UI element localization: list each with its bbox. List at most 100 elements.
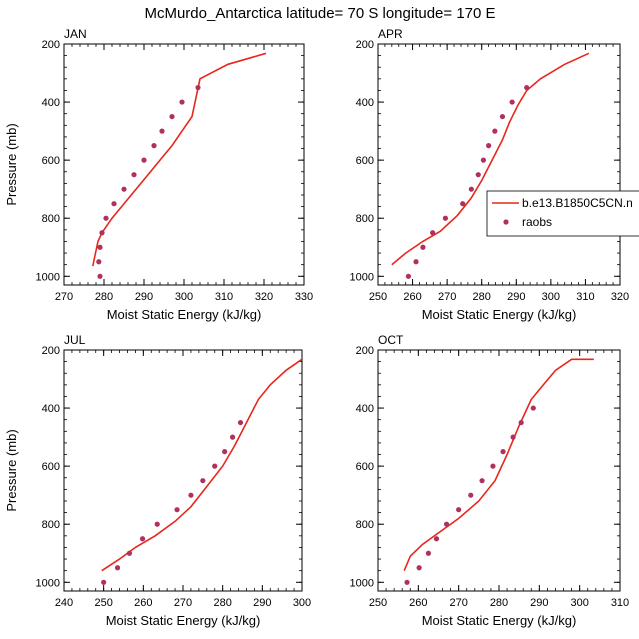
raobs-point xyxy=(151,143,157,149)
x-tick-label: 320 xyxy=(611,291,629,303)
raobs-point xyxy=(490,463,496,469)
raobs-point xyxy=(159,128,165,134)
legend-dot-swatch xyxy=(503,219,509,225)
raobs-point xyxy=(101,579,107,585)
y-axis-label: Pressure (mb) xyxy=(4,123,19,205)
raobs-point xyxy=(139,536,146,542)
model-profile-line xyxy=(92,52,267,267)
x-tick-label: 280 xyxy=(95,291,113,303)
raobs-point xyxy=(188,492,194,498)
x-tick-label: 310 xyxy=(215,291,233,303)
raobs-point xyxy=(509,99,515,105)
y-tick-label: 1000 xyxy=(350,271,374,283)
raobs-point xyxy=(530,405,536,411)
plot-frame xyxy=(63,349,303,592)
y-tick-label: 400 xyxy=(42,97,60,109)
panel-label: APR xyxy=(378,27,403,41)
raobs-point xyxy=(126,550,133,556)
y-tick-label: 200 xyxy=(356,39,374,51)
raobs-point xyxy=(492,128,498,134)
x-tick-label: 270 xyxy=(174,597,192,609)
model-profile-line xyxy=(391,52,590,266)
panel-label: OCT xyxy=(378,333,404,347)
raobs-point xyxy=(443,521,450,527)
x-tick-label: 300 xyxy=(542,291,560,303)
y-tick-label: 600 xyxy=(356,461,374,473)
model-profile-line xyxy=(101,358,302,572)
raobs-point xyxy=(510,434,516,440)
raobs-point xyxy=(468,186,474,192)
raobs-point xyxy=(114,565,121,571)
legend: b.e13.B1850C5CN.n raobs xyxy=(486,190,639,237)
raobs-point xyxy=(200,478,206,484)
y-tick-label: 1000 xyxy=(36,271,60,283)
x-tick-label: 280 xyxy=(490,597,508,609)
raobs-point xyxy=(96,259,102,265)
panels-group: 270 280 290 300 310 320 330 200 400 600 800 1000 JAN… xyxy=(4,27,639,628)
chart-panel-jan: 270 280 290 300 310 320 330 200 400 600 800 1000 JAN… xyxy=(4,27,313,322)
raobs-point xyxy=(475,172,481,178)
x-tick-label: 260 xyxy=(134,597,152,609)
raobs-point xyxy=(103,215,109,221)
y-tick-label: 400 xyxy=(42,403,60,415)
legend-obs-label: raobs xyxy=(522,215,552,229)
x-axis-label: Moist Static Energy (kJ/kg) xyxy=(422,613,577,628)
raobs-point xyxy=(518,419,524,426)
raobs-point xyxy=(97,273,103,279)
raobs-point xyxy=(229,434,236,440)
y-tick-label: 600 xyxy=(42,461,60,473)
x-tick-label: 260 xyxy=(409,597,427,609)
raobs-point xyxy=(486,143,492,149)
raobs-point xyxy=(212,463,218,469)
raobs-point xyxy=(442,215,449,221)
raobs-point xyxy=(500,449,506,455)
figure-title: McMurdo_Antarctica latitude= 70 S longit… xyxy=(144,5,495,22)
raobs-point xyxy=(499,113,506,120)
model-profile-line xyxy=(403,358,594,572)
raobs-point xyxy=(430,230,436,236)
y-tick-label: 1000 xyxy=(350,577,374,589)
y-tick-label: 800 xyxy=(42,213,60,225)
x-tick-label: 290 xyxy=(253,597,271,609)
x-tick-label: 300 xyxy=(293,597,311,609)
y-tick-label: 800 xyxy=(356,519,374,531)
raobs-point xyxy=(433,536,440,542)
y-axis-label: Pressure (mb) xyxy=(4,429,19,511)
raobs-point xyxy=(97,244,103,250)
raobs-point xyxy=(154,521,160,527)
legend-model-label: b.e13.B1850C5CN.n xyxy=(522,196,633,210)
x-tick-label: 260 xyxy=(403,291,421,303)
y-tick-label: 200 xyxy=(356,345,374,357)
x-tick-label: 300 xyxy=(175,291,193,303)
raobs-point xyxy=(195,84,201,91)
x-tick-label: 240 xyxy=(55,597,73,609)
x-axis-label: Moist Static Energy (kJ/kg) xyxy=(107,307,262,322)
y-tick-label: 600 xyxy=(356,155,374,167)
chart-panel-apr: 250 260 270 280 290 300 310 320 200 400 600 800 1000… xyxy=(350,27,630,322)
plot-area xyxy=(391,52,590,279)
raobs-point xyxy=(169,113,175,120)
x-tick-label: 270 xyxy=(438,291,456,303)
raobs-point xyxy=(111,201,117,207)
x-tick-label: 250 xyxy=(369,597,387,609)
raobs-point xyxy=(141,157,147,163)
y-tick-label: 400 xyxy=(356,97,374,109)
raobs-point xyxy=(456,507,462,513)
raobs-point xyxy=(468,492,474,498)
x-tick-label: 250 xyxy=(369,291,387,303)
x-tick-label: 310 xyxy=(576,291,594,303)
panel-label: JAN xyxy=(64,27,87,41)
x-tick-label: 270 xyxy=(55,291,73,303)
plot-area xyxy=(92,52,267,279)
raobs-point xyxy=(460,201,466,207)
x-tick-label: 250 xyxy=(94,597,112,609)
x-tick-label: 300 xyxy=(570,597,588,609)
y-tick-label: 200 xyxy=(42,345,60,357)
raobs-point xyxy=(524,84,530,91)
raobs-point xyxy=(222,449,228,455)
panel-label: JUL xyxy=(64,333,86,347)
raobs-point xyxy=(99,230,105,236)
chart-panel-jul: 240 250 260 270 280 290 300 200 400 600 800 1000 JUL… xyxy=(4,333,311,628)
raobs-point xyxy=(425,550,432,556)
x-tick-label: 290 xyxy=(530,597,548,609)
